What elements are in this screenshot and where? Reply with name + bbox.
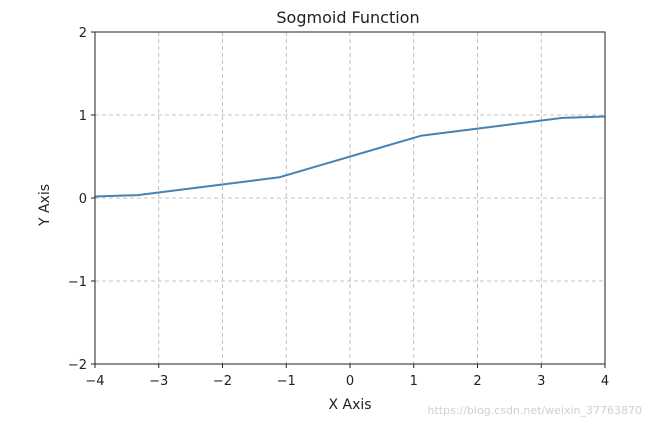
grid <box>94 31 606 365</box>
x-tick-label-6: 2 <box>473 374 481 389</box>
x-tick-label-4: 0 <box>346 374 354 389</box>
x-tick-label-2: −2 <box>213 374 232 389</box>
y-tick-label-4: 2 <box>79 26 87 41</box>
x-ticks: −4 −3 −2 −1 0 1 2 3 4 <box>85 364 609 389</box>
chart-title: Sogmoid Function <box>276 8 419 27</box>
y-tick-label-0: −2 <box>68 358 87 373</box>
watermark: https://blog.csdn.net/weixin_37763870 <box>427 404 642 417</box>
y-tick-label-1: −1 <box>68 275 87 290</box>
series-line-0 <box>94 115 606 198</box>
x-tick-label-0: −4 <box>85 374 104 389</box>
x-tick-label-1: −3 <box>149 374 168 389</box>
x-tick-label-8: 4 <box>601 374 609 389</box>
x-tick-label-7: 3 <box>537 374 545 389</box>
y-axis-label: Y Axis <box>37 184 53 227</box>
y-tick-label-3: 1 <box>79 109 87 124</box>
series-layer <box>94 115 606 198</box>
x-tick-label-5: 1 <box>410 374 418 389</box>
y-tick-label-2: 0 <box>79 192 87 207</box>
y-ticks: −2 −1 0 1 2 <box>68 26 95 373</box>
x-tick-label-3: −1 <box>277 374 296 389</box>
x-axis-label: X Axis <box>328 397 371 413</box>
